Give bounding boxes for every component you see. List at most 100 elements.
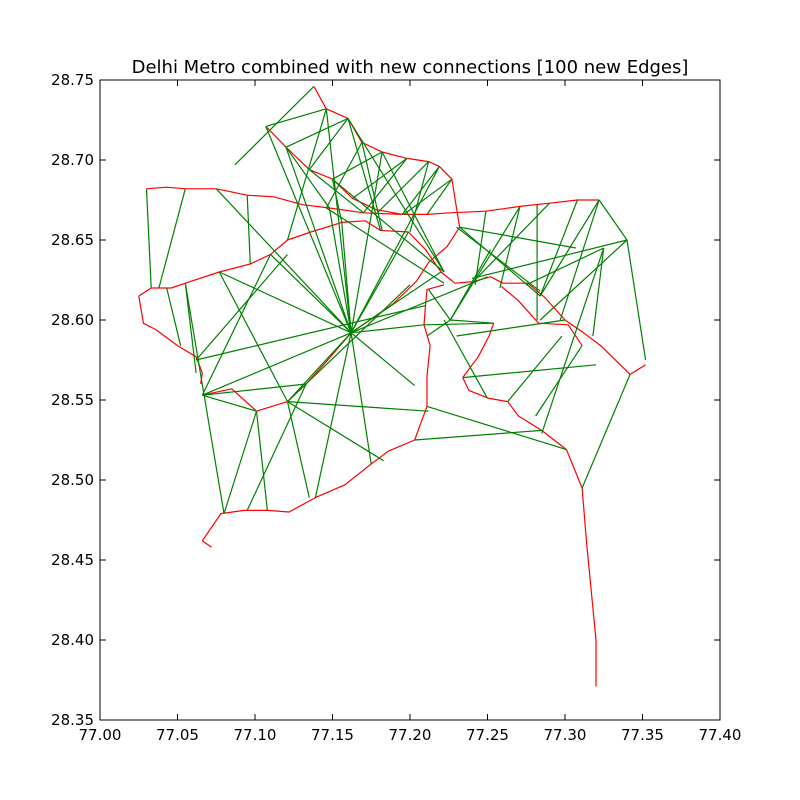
new-edge-45 <box>331 179 343 223</box>
new-edge-60 <box>286 108 327 241</box>
new-edge-80 <box>426 405 567 451</box>
new-edge-59 <box>332 178 445 273</box>
new-edge-50 <box>363 158 408 214</box>
new-edge-1 <box>325 108 352 333</box>
new-edge-17 <box>350 276 488 334</box>
y-tick-label: 28.65 <box>51 231 94 249</box>
new-edge-37 <box>202 383 307 396</box>
metro-line-2 <box>313 86 461 228</box>
new-edge-76 <box>456 319 566 337</box>
new-edge-41 <box>234 85 315 166</box>
new-edge-75 <box>507 335 563 402</box>
new-edge-55 <box>403 178 453 215</box>
new-edge-44 <box>332 151 383 180</box>
y-tick-label: 28.70 <box>51 151 94 169</box>
metro-line-0 <box>265 125 600 215</box>
y-tick-label: 28.60 <box>51 311 94 329</box>
new-edge-67 <box>539 199 600 297</box>
x-tick-label: 77.00 <box>79 726 122 744</box>
new-edge-46 <box>352 157 408 199</box>
new-edge-26 <box>202 394 257 412</box>
x-axis: 77.00 77.05 77.10 77.15 77.20 77.25 77.30 77.35… <box>79 80 742 744</box>
axes-frame <box>99 79 721 721</box>
new-edge-29 <box>286 401 310 498</box>
new-edge-24 <box>184 283 225 514</box>
metro-line-9 <box>462 377 597 687</box>
y-tick-label: 28.35 <box>51 711 94 729</box>
x-tick-label: 77.20 <box>389 726 432 744</box>
new-edge-51 <box>409 161 430 233</box>
new-edge-34 <box>195 305 426 361</box>
new-edge-38 <box>265 108 327 127</box>
plot-area <box>138 85 647 687</box>
new-edge-11 <box>350 271 442 334</box>
new-edge-30 <box>287 401 385 462</box>
new-edge-28 <box>223 411 258 514</box>
new-edge-88 <box>426 319 451 337</box>
new-edge-86 <box>449 249 492 321</box>
new-edge-42 <box>308 169 364 214</box>
new-edge-4 <box>219 271 352 334</box>
new-edge-73 <box>526 247 604 286</box>
new-edge-3 <box>215 188 352 334</box>
new-edge-48 <box>325 142 363 209</box>
new-edge-81 <box>414 429 542 441</box>
new-edge-54 <box>426 178 453 215</box>
new-edge-71 <box>471 239 628 279</box>
new-edge-72 <box>539 239 628 321</box>
new-edge-5 <box>202 332 352 396</box>
x-tick-label: 77.35 <box>621 726 664 744</box>
new-edge-13 <box>341 222 352 333</box>
new-edge-43 <box>308 118 349 170</box>
y-tick-label: 28.40 <box>51 631 94 649</box>
metro-line-7 <box>201 284 445 542</box>
new-edge-35 <box>201 254 272 396</box>
new-edge-62 <box>459 226 576 249</box>
new-edge-7 <box>314 332 352 498</box>
new-edge-39 <box>285 117 349 148</box>
new-edge-49 <box>381 151 445 273</box>
new-edge-36 <box>246 383 307 511</box>
new-edge-16 <box>350 166 440 334</box>
x-tick-label: 77.05 <box>156 726 199 744</box>
x-tick-label: 77.40 <box>699 726 742 744</box>
new-edge-56 <box>401 166 440 215</box>
new-edge-10 <box>351 324 425 334</box>
chart-title: Delhi Metro combined with new connection… <box>132 57 689 78</box>
new-edge-47 <box>361 142 383 231</box>
metro-line-3 <box>202 226 461 412</box>
new-edge-66 <box>539 199 578 297</box>
y-tick-label: 28.50 <box>51 471 94 489</box>
new-edge-14 <box>270 253 352 334</box>
y-tick-label: 28.75 <box>51 71 94 89</box>
new-edge-18 <box>328 207 352 333</box>
new-edge-9 <box>350 332 416 387</box>
new-edge-82 <box>541 247 605 434</box>
metro-line-6 <box>201 540 212 548</box>
new-edge-53 <box>376 161 430 214</box>
new-edge-33 <box>195 254 288 361</box>
new-edge-27 <box>255 411 268 511</box>
y-tick-label: 28.45 <box>51 551 94 569</box>
new-edge-21 <box>246 195 251 265</box>
new-edge-6 <box>287 332 352 403</box>
new-edge-8 <box>350 332 372 465</box>
new-edge-52 <box>347 118 382 231</box>
x-tick-label: 77.25 <box>466 726 509 744</box>
x-tick-label: 77.10 <box>234 726 277 744</box>
new-edge-84 <box>450 319 494 324</box>
new-edge-79 <box>581 374 631 489</box>
new-edge-64 <box>449 206 521 321</box>
new-edge-74 <box>592 247 605 337</box>
x-tick-label: 77.15 <box>311 726 354 744</box>
new-edge-90 <box>456 226 541 292</box>
new-edge-57 <box>347 118 445 273</box>
metro-line-5 <box>138 295 203 385</box>
metro-line-8 <box>501 285 583 346</box>
new-edge-91 <box>499 206 521 289</box>
metro-line-1 <box>146 186 401 215</box>
new-edge-70 <box>626 239 647 361</box>
new-edge-78 <box>462 364 597 379</box>
new-edge-40 <box>285 146 330 209</box>
y-axis: 28.35 28.40 28.45 28.50 28.55 28.60 28.65 28.70… <box>51 71 720 729</box>
